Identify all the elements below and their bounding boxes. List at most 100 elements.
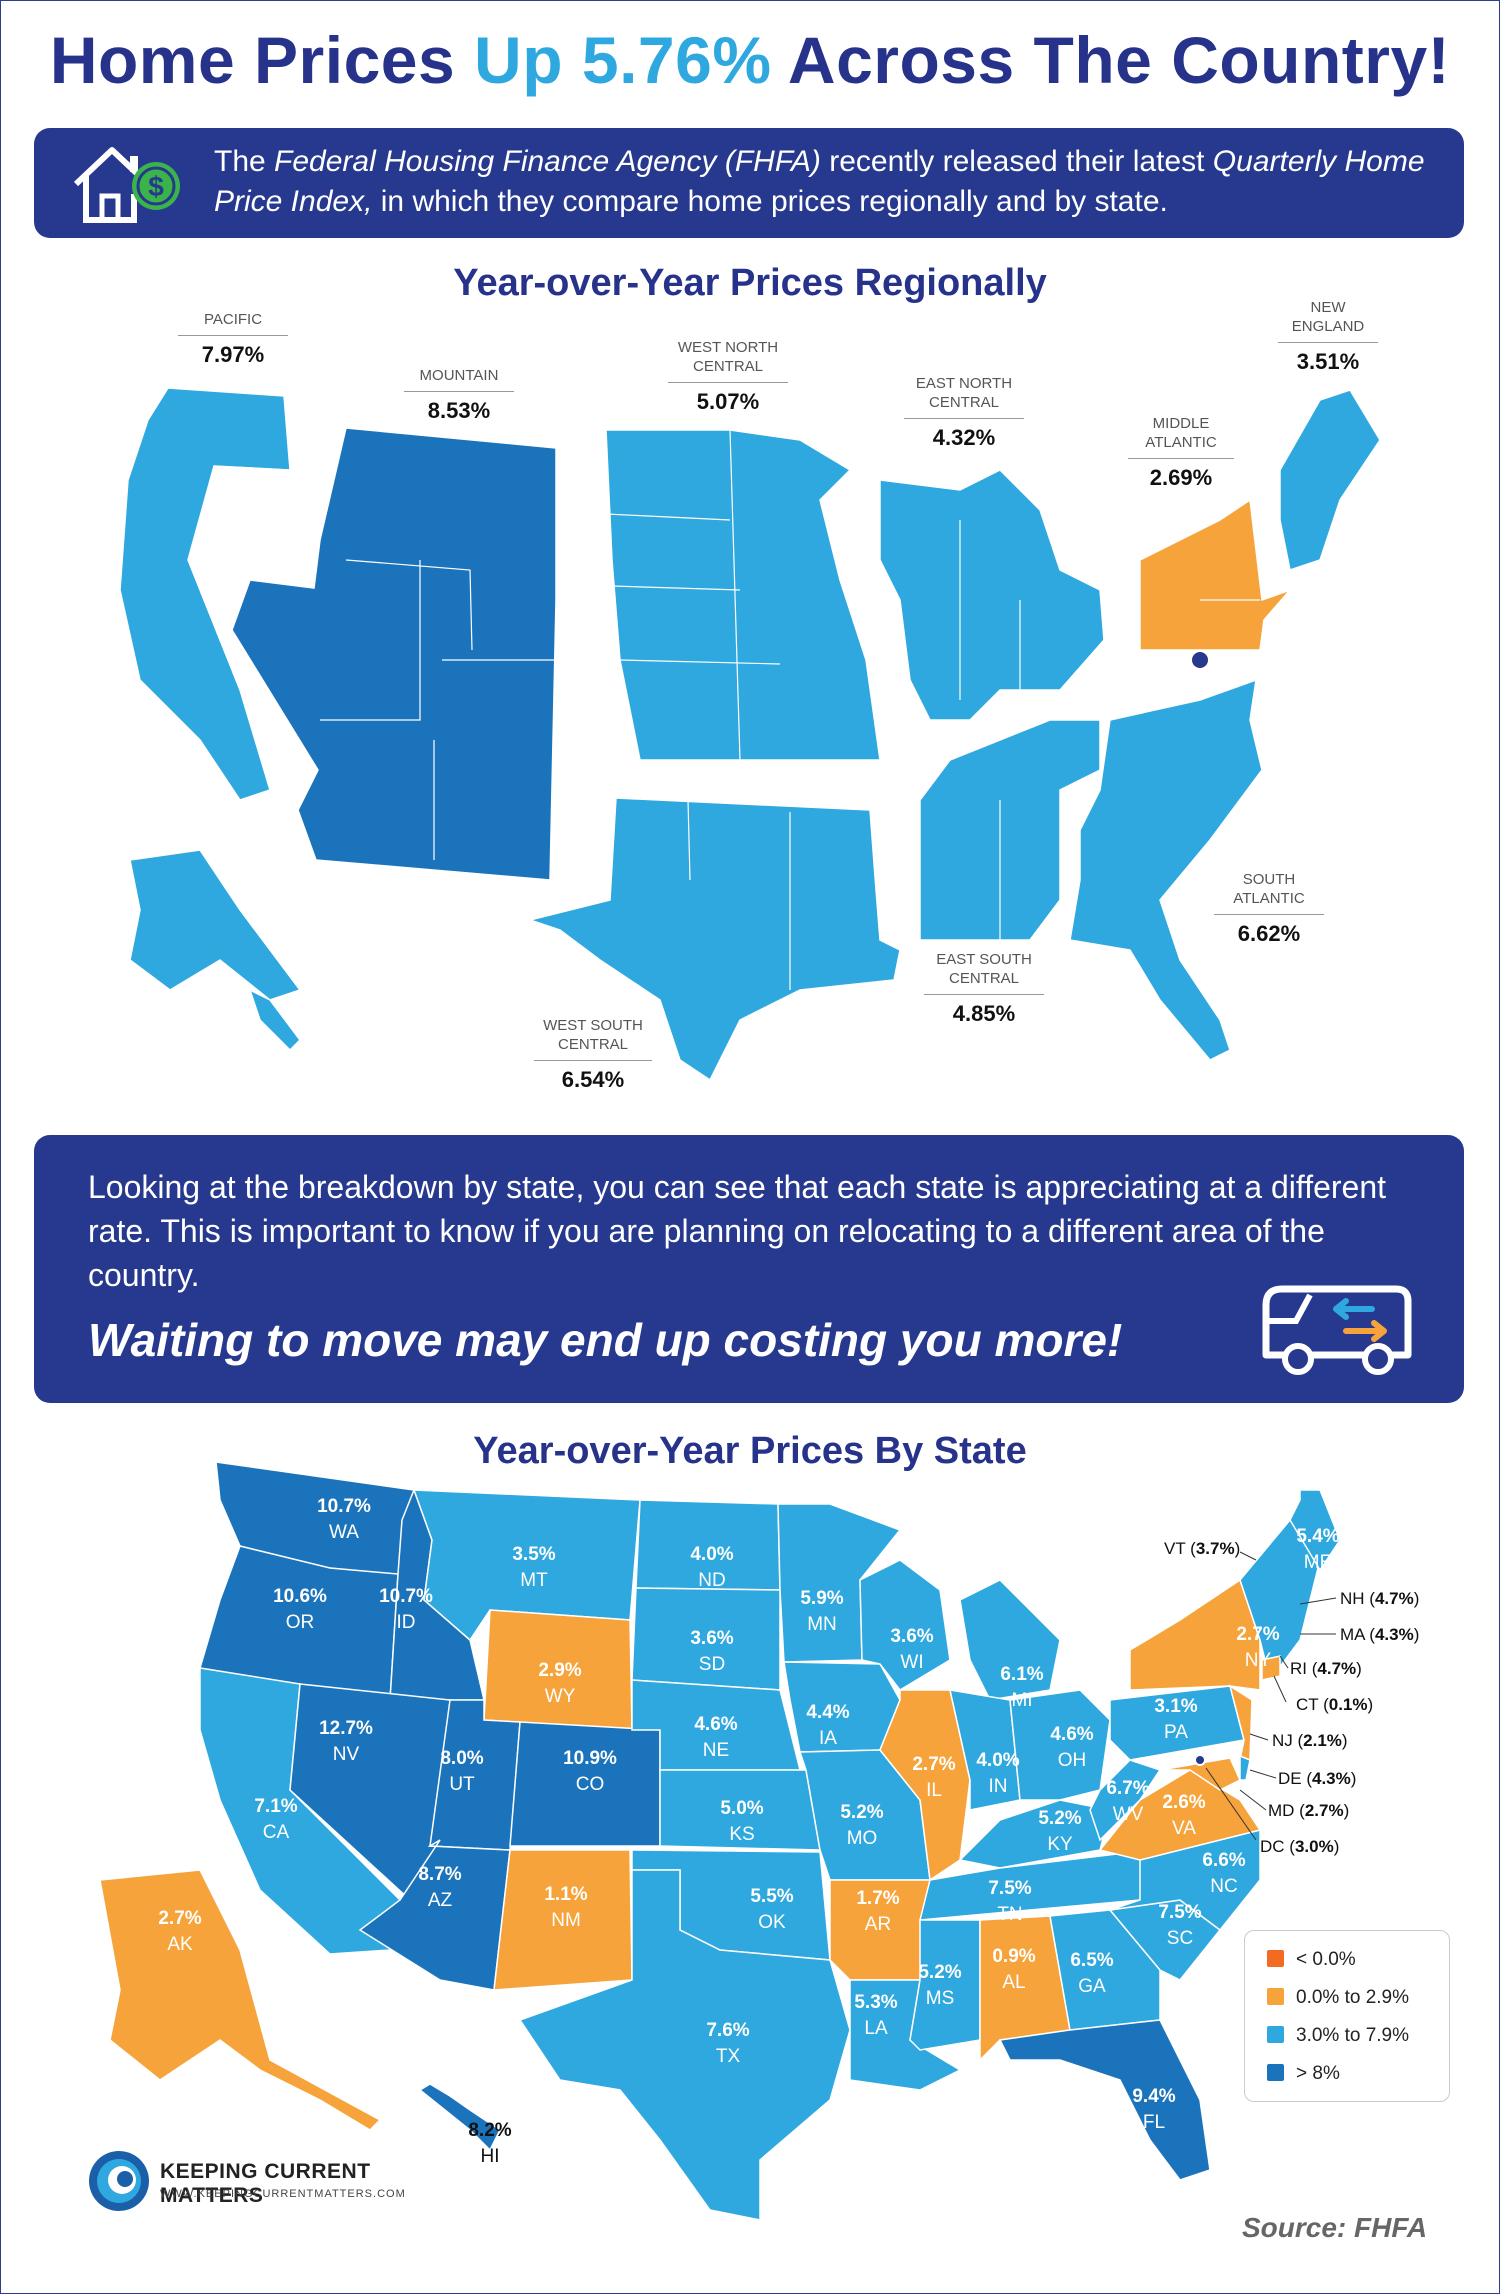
callout-label-vt: VT (3.7%) bbox=[1164, 1539, 1240, 1558]
state-value-mt: 3.5% bbox=[512, 1544, 555, 1565]
state-abbr-nd: ND bbox=[698, 1570, 725, 1591]
state-value-ak: 2.7% bbox=[158, 1908, 201, 1929]
state-abbr-ak: AK bbox=[167, 1934, 193, 1955]
callout-label-dc: DC (3.0%) bbox=[1260, 1837, 1339, 1856]
callout-label-ri: RI (4.7%) bbox=[1290, 1659, 1362, 1678]
state-abbr-ny: NY bbox=[1245, 1650, 1272, 1671]
source-note: Source: FHFA bbox=[1242, 2212, 1428, 2243]
state-value-nc: 6.6% bbox=[1202, 1850, 1245, 1871]
state-abbr-mn: MN bbox=[807, 1614, 837, 1635]
state-value-wy: 2.9% bbox=[538, 1660, 581, 1681]
state-shape-wi bbox=[859, 1559, 951, 1691]
state-value-me: 5.4% bbox=[1296, 1526, 1339, 1547]
state-abbr-nv: NV bbox=[333, 1744, 360, 1765]
callout-label-ct: CT (0.1%) bbox=[1296, 1695, 1373, 1714]
state-value-wa: 10.7% bbox=[317, 1496, 371, 1517]
state-value-la: 5.3% bbox=[854, 1992, 897, 2013]
state-abbr-ms: MS bbox=[926, 1988, 955, 2009]
state-abbr-nm: NM bbox=[551, 1910, 581, 1931]
state-abbr-ok: OK bbox=[758, 1912, 786, 1933]
legend-swatch bbox=[1267, 1950, 1284, 1967]
kcm-brand: KEEPING CURRENT MATTERS bbox=[160, 2160, 371, 2207]
intro-banner: $ The Federal Housing Finance Agency (FH… bbox=[34, 128, 1464, 238]
moving-van-icon bbox=[1262, 1285, 1412, 1375]
state-value-mi: 6.1% bbox=[1000, 1664, 1043, 1685]
state-abbr-nc: NC bbox=[1210, 1876, 1237, 1897]
region-label-mountain: MOUNTAIN 8.53% bbox=[404, 366, 514, 424]
callout-label-de: DE (4.3%) bbox=[1278, 1769, 1356, 1788]
state-value-nd: 4.0% bbox=[690, 1544, 733, 1565]
state-value-ny: 2.7% bbox=[1236, 1624, 1279, 1645]
state-abbr-wi: WI bbox=[900, 1652, 923, 1673]
regional-map bbox=[119, 387, 1381, 1082]
regional-map-title: Year-over-Year Prices Regionally bbox=[453, 262, 1047, 304]
region-label-south-atlantic: SOUTH ATLANTIC 6.62% bbox=[1214, 870, 1324, 947]
region-shape-hawaii bbox=[248, 988, 301, 1052]
state-abbr-pa: PA bbox=[1164, 1722, 1188, 1743]
state-shape-pa bbox=[1109, 1685, 1245, 1761]
state-value-nv: 12.7% bbox=[319, 1718, 373, 1739]
legend-item: > 8% bbox=[1267, 2063, 1340, 2085]
page-title: Home Prices Up 5.76% Across The Country! bbox=[49, 23, 1451, 97]
region-shape-new-england bbox=[1279, 389, 1381, 571]
region-label-east-south-central: EAST SOUTH CENTRAL 4.85% bbox=[924, 950, 1044, 1027]
state-abbr-ne: NE bbox=[703, 1740, 729, 1761]
state-value-ar: 1.7% bbox=[856, 1888, 899, 1909]
state-abbr-fl: FL bbox=[1143, 2112, 1165, 2133]
callout-label-nj: NJ (2.1%) bbox=[1272, 1731, 1348, 1750]
svg-text:$: $ bbox=[148, 171, 164, 202]
state-value-mn: 5.9% bbox=[800, 1588, 843, 1609]
state-abbr-ar: AR bbox=[865, 1914, 891, 1935]
state-abbr-wv: WV bbox=[1113, 1804, 1144, 1825]
region-label-west-north-central: WEST NORTH CENTRAL 5.07% bbox=[668, 338, 788, 415]
state-abbr-az: AZ bbox=[428, 1890, 453, 1911]
state-value-ok: 5.5% bbox=[750, 1886, 793, 1907]
state-abbr-ia: IA bbox=[819, 1728, 837, 1749]
state-value-al: 0.9% bbox=[992, 1946, 1035, 1967]
state-shape-fl bbox=[998, 2019, 1211, 2181]
state-shape-nc bbox=[1109, 1829, 1261, 1932]
state-value-sc: 7.5% bbox=[1158, 1902, 1201, 1923]
state-abbr-co: CO bbox=[576, 1774, 605, 1795]
state-value-il: 2.7% bbox=[912, 1754, 955, 1775]
state-shape-mi bbox=[959, 1579, 1061, 1701]
state-value-wi: 3.6% bbox=[890, 1626, 933, 1647]
state-shape-ak bbox=[99, 1869, 382, 2131]
legend-item: 0.0% to 2.9% bbox=[1267, 1987, 1409, 2009]
state-value-hi: 8.2% bbox=[468, 2120, 511, 2141]
state-shape-mt bbox=[412, 1489, 641, 1642]
state-abbr-wy: WY bbox=[545, 1686, 576, 1707]
callout-label-nh: NH (4.7%) bbox=[1340, 1589, 1419, 1608]
state-value-ca: 7.1% bbox=[254, 1796, 297, 1817]
state-shape-me bbox=[1289, 1489, 1341, 1572]
state-abbr-in: IN bbox=[989, 1776, 1008, 1797]
state-shape-hi bbox=[418, 2083, 501, 2152]
state-abbr-la: LA bbox=[864, 2018, 888, 2039]
state-value-pa: 3.1% bbox=[1154, 1696, 1197, 1717]
state-value-ms: 5.2% bbox=[918, 1962, 961, 1983]
state-value-ky: 5.2% bbox=[1038, 1808, 1081, 1829]
state-abbr-wa: WA bbox=[329, 1522, 359, 1543]
legend-item: < 0.0% bbox=[1267, 1949, 1356, 1971]
state-shape-md bbox=[1159, 1757, 1241, 1791]
state-abbr-hi: HI bbox=[481, 2146, 500, 2167]
callout-label-ma: MA (4.3%) bbox=[1340, 1625, 1419, 1644]
state-abbr-sd: SD bbox=[699, 1654, 725, 1675]
legend-swatch bbox=[1267, 1988, 1284, 2005]
state-value-ks: 5.0% bbox=[720, 1798, 763, 1819]
state-abbr-tx: TX bbox=[716, 2046, 741, 2067]
kcm-swirl-icon bbox=[89, 2151, 149, 2211]
region-shape-south-atlantic bbox=[1069, 678, 1263, 1061]
state-abbr-al: AL bbox=[1002, 1972, 1025, 1993]
state-abbr-sc: SC bbox=[1167, 1928, 1193, 1949]
region-label-pacific: PACIFIC 7.97% bbox=[178, 310, 288, 368]
intro-text: The Federal Housing Finance Agency (FHFA… bbox=[214, 145, 1425, 218]
state-abbr-ut: UT bbox=[449, 1774, 475, 1795]
state-shape-ga bbox=[1049, 1909, 1161, 2031]
callout-banner: Looking at the breakdown by state, you c… bbox=[34, 1135, 1464, 1403]
state-abbr-id: ID bbox=[397, 1612, 416, 1633]
callout-text: Looking at the breakdown by state, you c… bbox=[88, 1169, 1387, 1293]
state-abbr-mi: MI bbox=[1011, 1690, 1032, 1711]
state-value-va: 2.6% bbox=[1162, 1792, 1205, 1813]
